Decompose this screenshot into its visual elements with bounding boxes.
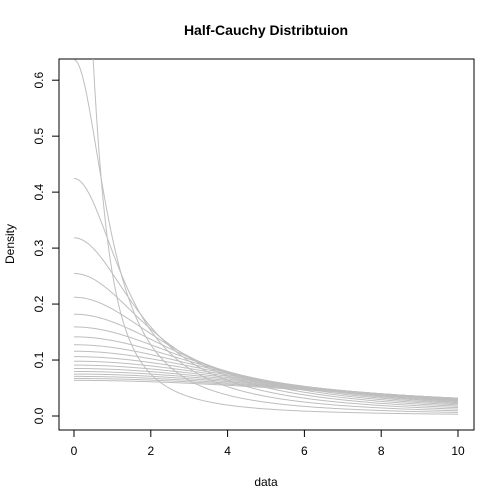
x-tick-label: 8 xyxy=(378,444,385,458)
x-tick-label: 10 xyxy=(451,444,465,458)
x-axis-label: data xyxy=(254,475,278,489)
y-tick-label: 0.0 xyxy=(32,407,46,424)
y-axis: 0.0 0.1 0.2 0.3 0.4 0.5 0.6 xyxy=(32,72,60,424)
series-line-4 xyxy=(73,237,459,410)
x-axis: 0 2 4 6 8 10 xyxy=(71,429,465,458)
series-line-8 xyxy=(73,326,459,405)
y-tick-label: 0.3 xyxy=(32,239,46,256)
y-tick-label: 0.2 xyxy=(32,295,46,312)
series-line-9 xyxy=(73,336,459,404)
series-line-2 xyxy=(73,59,459,413)
x-tick-label: 0 xyxy=(71,444,78,458)
y-tick-label: 0.5 xyxy=(32,127,46,144)
series-line-20 xyxy=(74,379,459,399)
y-axis-label: Density xyxy=(3,224,17,264)
y-tick-label: 0.6 xyxy=(32,72,46,89)
series-group xyxy=(73,59,459,415)
x-tick-label: 2 xyxy=(147,444,154,458)
chart-title: Half-Cauchy Distribtuion xyxy=(184,22,348,38)
series-line-11 xyxy=(74,350,459,402)
series-line-6 xyxy=(73,296,459,407)
y-tick-label: 0.1 xyxy=(32,351,46,368)
x-tick-label: 4 xyxy=(224,444,231,458)
plot-frame xyxy=(58,58,475,431)
y-tick-label: 0.4 xyxy=(32,183,46,200)
x-tick-label: 6 xyxy=(301,444,308,458)
series-line-12 xyxy=(74,356,459,401)
series-line-3 xyxy=(73,177,459,412)
series-line-1 xyxy=(92,59,459,415)
